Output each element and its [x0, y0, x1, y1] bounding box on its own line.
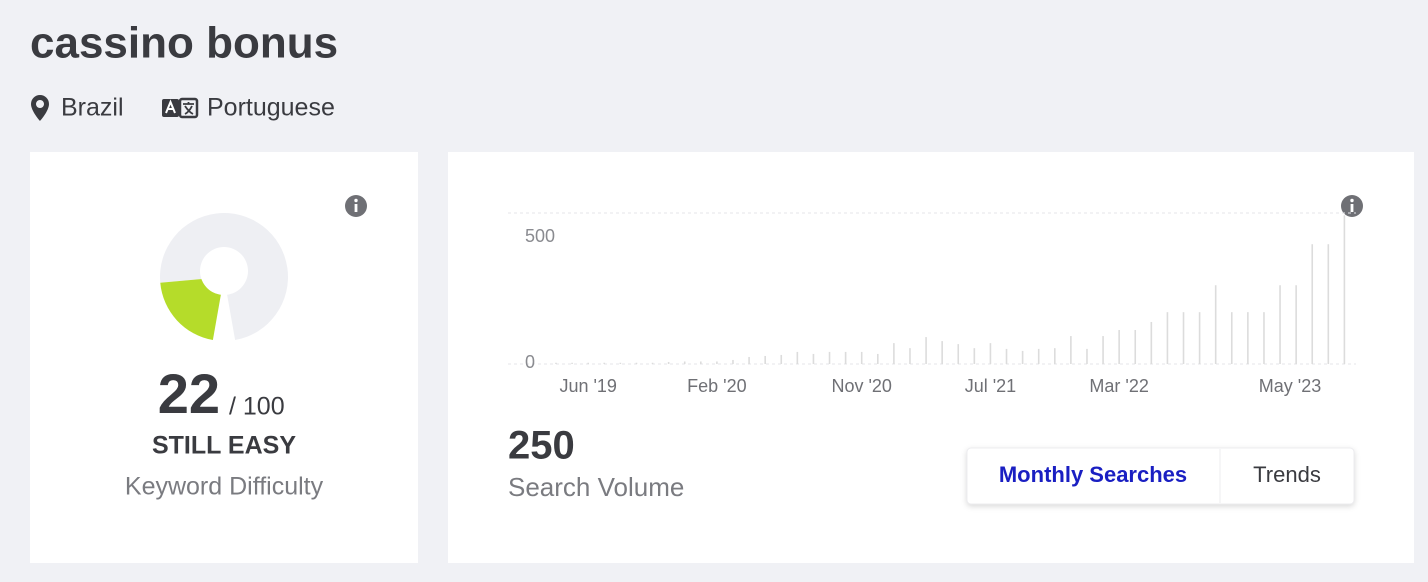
bar	[1247, 312, 1249, 364]
difficulty-max: / 100	[229, 393, 285, 421]
bar	[1118, 330, 1120, 364]
language-icon	[162, 97, 199, 119]
bar	[796, 351, 799, 364]
bar	[957, 344, 960, 364]
x-tick-label: Mar '22	[1089, 376, 1148, 396]
bar	[764, 355, 766, 364]
bar	[877, 353, 879, 364]
bar	[651, 362, 654, 364]
volume-value: 250	[508, 424, 575, 468]
bar	[1166, 312, 1169, 364]
y-tick-label: 500	[525, 226, 555, 246]
bar	[1134, 330, 1137, 364]
difficulty-gauge	[160, 212, 289, 341]
bar	[860, 351, 863, 364]
bar	[1150, 321, 1153, 364]
bar	[1021, 350, 1024, 364]
x-tick-label: May '23	[1259, 376, 1321, 396]
info-icon[interactable]	[1341, 195, 1363, 217]
x-tick-label: Jul '21	[965, 376, 1016, 396]
tab[interactable]: Monthly Searches	[999, 462, 1187, 487]
difficulty-label: Keyword Difficulty	[125, 473, 324, 501]
difficulty-score: 22	[158, 362, 220, 425]
bar	[555, 362, 557, 364]
bar	[844, 351, 847, 364]
bar	[909, 348, 911, 364]
bar	[667, 361, 670, 364]
bar	[732, 359, 734, 364]
x-tick-label: Jun '19	[559, 376, 616, 396]
bar	[1198, 312, 1201, 364]
bar	[683, 361, 686, 364]
gauge-fill	[160, 277, 224, 341]
bar	[812, 353, 815, 364]
tab[interactable]: Trends	[1253, 462, 1321, 487]
bar	[619, 362, 622, 364]
bar	[635, 362, 638, 364]
bar	[1311, 244, 1314, 364]
bar	[1102, 336, 1104, 364]
tab-group	[966, 447, 1355, 505]
language: Portuguese	[207, 94, 335, 122]
y-tick-label: 0	[525, 352, 535, 372]
bar	[828, 351, 831, 364]
bar	[925, 337, 927, 364]
bar	[1263, 312, 1265, 364]
x-tick-label: Feb '20	[687, 376, 746, 396]
bar	[941, 341, 943, 364]
bar	[1230, 312, 1233, 364]
bar	[1214, 285, 1217, 364]
bar	[1182, 312, 1185, 364]
bar	[989, 343, 992, 364]
bar	[603, 362, 606, 364]
bar	[1327, 244, 1330, 364]
bar	[1279, 285, 1281, 364]
page-title: cassino bonus	[30, 19, 338, 68]
bar	[748, 356, 750, 364]
info-icon[interactable]	[345, 195, 367, 217]
bar	[1005, 348, 1008, 364]
bar	[700, 361, 702, 364]
tabs: Monthly Searches Trends	[999, 462, 1321, 487]
bar	[1053, 348, 1056, 364]
bar	[1295, 285, 1297, 364]
difficulty-rating: STILL EASY	[152, 432, 296, 460]
bar	[716, 361, 718, 364]
bar	[1037, 348, 1040, 364]
location: Brazil	[61, 94, 124, 122]
bar	[780, 354, 783, 364]
bar	[1343, 215, 1346, 364]
volume-label: Search Volume	[508, 472, 684, 502]
bar	[973, 348, 976, 364]
bar	[1086, 348, 1088, 364]
location-icon	[31, 95, 49, 121]
bar	[587, 362, 589, 364]
x-tick-label: Nov '20	[831, 376, 891, 396]
bar	[1070, 336, 1072, 364]
volume-chart: 0 500 Jun '19 Feb '20 Nov '20 Jul '21 Mar '22 M…	[508, 212, 1356, 396]
gauge-hole	[200, 247, 248, 295]
bar	[893, 343, 895, 364]
bar	[571, 362, 573, 364]
